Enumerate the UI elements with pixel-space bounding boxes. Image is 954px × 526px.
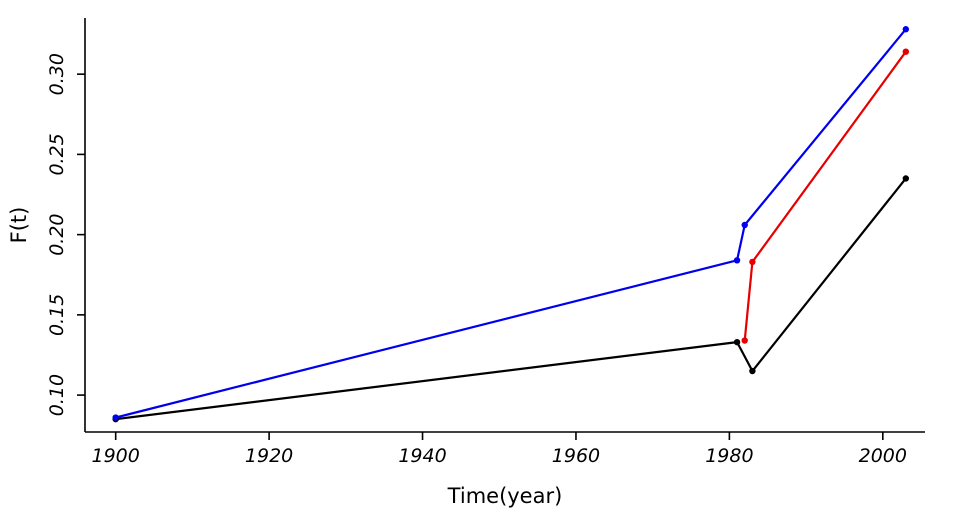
series-blue-point — [902, 26, 910, 33]
y-tick-label: 0.15 — [46, 294, 68, 336]
series-red-point — [902, 48, 910, 55]
series-black-line — [114, 177, 907, 421]
y-tick-label: 0.25 — [46, 133, 68, 175]
x-tick-label: 1960 — [552, 445, 600, 467]
series-red — [741, 48, 910, 344]
series-black-point — [733, 338, 741, 346]
series-blue-point — [733, 257, 741, 264]
x-tick-label: 1900 — [92, 445, 140, 467]
y-tick-label: 0.20 — [46, 213, 68, 255]
x-tick-label: 1940 — [398, 445, 446, 467]
plot-content: 1900 1920 1940 1960 1980 2000 0.10 0.15 0.20 0.25… — [46, 18, 925, 467]
series-red-point — [749, 258, 756, 266]
series-red-point — [741, 337, 748, 344]
series-black-point — [902, 175, 910, 182]
series-blue — [112, 26, 910, 421]
x-axis-title: Time(year) — [447, 484, 563, 508]
series-blue-line — [114, 28, 907, 419]
series-black-point — [749, 367, 756, 375]
series-blue-point — [112, 414, 119, 421]
series-blue-point — [741, 221, 748, 229]
x-tick-label: 2000 — [859, 445, 907, 467]
x-tick-label: 1920 — [245, 445, 293, 467]
x-tick-label: 1980 — [705, 445, 753, 467]
y-axis-title: F(t) — [7, 207, 31, 244]
y-tick-label: 0.10 — [46, 374, 68, 416]
y-tick-label: 0.30 — [46, 53, 68, 95]
